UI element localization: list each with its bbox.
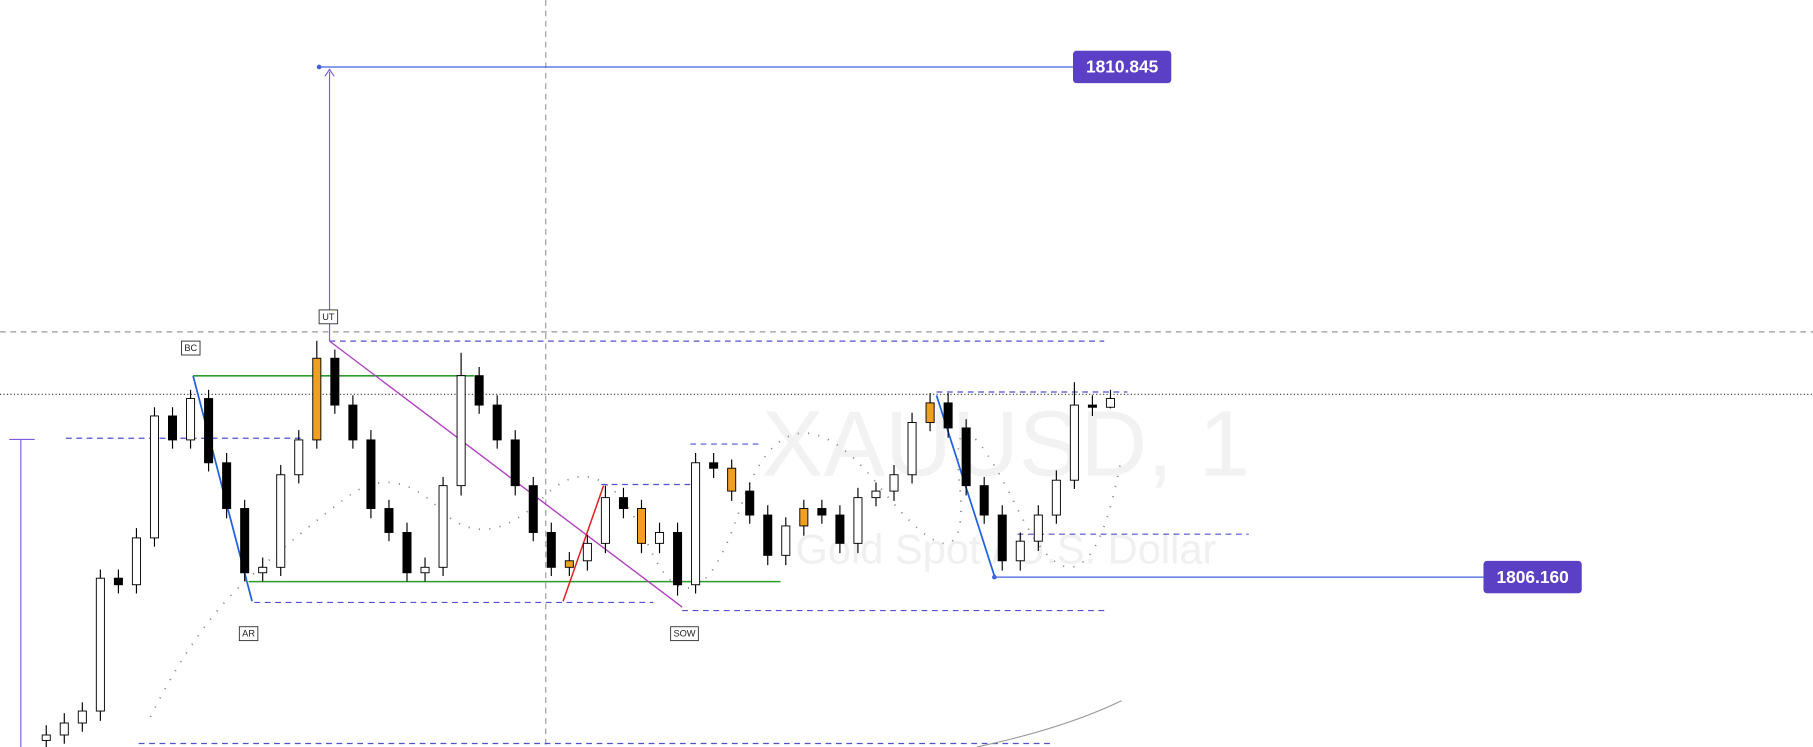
- candle-body: [77, 710, 87, 724]
- candle-body: [1087, 404, 1097, 408]
- candle-body: [294, 439, 304, 476]
- annotation-label: SOW: [673, 629, 695, 639]
- annotation-label: BC: [184, 343, 197, 353]
- arrow-head: [324, 68, 335, 77]
- candle-body: [618, 497, 628, 509]
- overlay: 1810.845 1806.160 BC UT AR SOW: [181, 50, 1582, 642]
- candle-body: [799, 508, 809, 527]
- candle-body: [276, 474, 286, 568]
- candle-body: [456, 375, 466, 487]
- price-tag-label: 1806.160: [1496, 567, 1568, 587]
- candle-body: [59, 722, 69, 736]
- candle-body: [1015, 540, 1025, 562]
- candle-body: [564, 560, 574, 568]
- candle-body: [113, 577, 123, 586]
- candle-body: [709, 462, 719, 469]
- price-tag: [1483, 560, 1582, 594]
- price-anchor: [992, 574, 997, 580]
- annotation-label: AR: [242, 629, 255, 639]
- annotation-box: [670, 626, 699, 642]
- candle-body: [510, 439, 520, 487]
- candle-body: [131, 537, 141, 586]
- annotation-box: [238, 626, 259, 642]
- candle-body: [673, 532, 683, 586]
- candle-body: [907, 422, 917, 476]
- level-lines: [65, 340, 1249, 745]
- candle-body: [763, 514, 773, 556]
- candle-body: [438, 485, 448, 568]
- curve: [976, 700, 1122, 747]
- candle-body: [961, 427, 971, 487]
- candle-body: [186, 398, 196, 441]
- annotation-label: UT: [322, 312, 335, 322]
- candles: [41, 340, 1115, 747]
- candle-body: [817, 508, 827, 516]
- candle-body: [222, 462, 232, 509]
- candle-body: [258, 566, 268, 574]
- price-tag-label: 1810.845: [1086, 57, 1159, 77]
- candle-body: [420, 566, 430, 574]
- candle-body: [528, 485, 538, 533]
- price-tag: [1073, 50, 1172, 84]
- annotation-box: [318, 309, 339, 325]
- candle-body: [41, 734, 51, 741]
- candle-body: [889, 474, 899, 492]
- candle-body: [997, 514, 1007, 562]
- candle-body: [1069, 404, 1079, 481]
- candle-body: [474, 375, 484, 406]
- candle-body: [1051, 479, 1061, 516]
- candle-body: [745, 490, 755, 516]
- candle-body: [691, 462, 701, 586]
- candle-body: [168, 415, 178, 441]
- candle-body: [727, 467, 737, 492]
- candle-body: [204, 398, 214, 464]
- candle-body: [979, 485, 989, 516]
- candle-body: [781, 525, 791, 556]
- candle-body: [835, 514, 845, 544]
- candle-body: [348, 404, 358, 441]
- candle-body: [366, 439, 376, 509]
- candle-body: [600, 497, 610, 544]
- price-anchor: [316, 64, 322, 70]
- candle-body: [1105, 398, 1115, 408]
- candle-body: [853, 497, 863, 544]
- candle-body: [384, 508, 394, 533]
- candle-body: [492, 404, 502, 441]
- candle-body: [95, 577, 105, 712]
- candle-body: [149, 415, 159, 539]
- candle-body: [330, 357, 340, 406]
- candle-body: [240, 508, 250, 574]
- candle-body: [871, 490, 881, 499]
- candle-body: [636, 508, 646, 544]
- candle-body: [582, 542, 592, 562]
- trend-line: [329, 340, 683, 608]
- annotation-box: [181, 340, 201, 356]
- candle-body: [546, 532, 556, 568]
- candle-body: [925, 402, 935, 423]
- candle-body: [402, 532, 412, 574]
- candle-body: [943, 402, 953, 429]
- watermark-title: XAUUSD, 1: [762, 391, 1250, 495]
- candle-body: [1033, 514, 1043, 542]
- candle-body: [655, 532, 665, 544]
- candle-body: [312, 357, 322, 441]
